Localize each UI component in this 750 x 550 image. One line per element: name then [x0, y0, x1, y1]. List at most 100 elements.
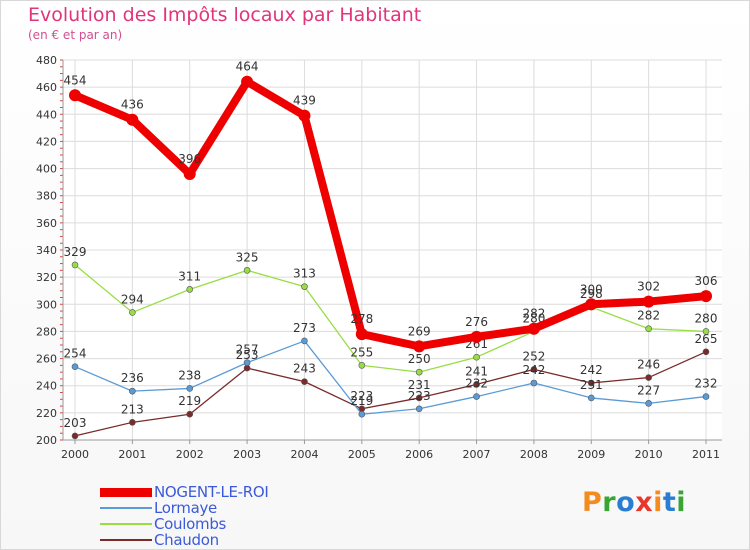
y-tick-label: 420	[36, 135, 57, 148]
x-tick-label: 2007	[463, 448, 491, 461]
data-label-lormaye: 238	[178, 368, 201, 382]
x-tick-label: 2010	[635, 448, 663, 461]
data-point-nogent-le-roi	[413, 340, 426, 353]
data-point-lormaye	[71, 363, 79, 371]
data-point-chaudon	[129, 419, 136, 426]
data-point-coulombs	[415, 368, 423, 376]
data-point-chaudon	[415, 394, 423, 402]
data-label-chaudon: 223	[350, 389, 373, 403]
data-point-nogent-le-roi	[642, 295, 655, 308]
legend-swatch-coulombs	[100, 523, 152, 525]
data-point-lormaye	[645, 400, 652, 407]
data-label-coulombs: 298	[580, 287, 603, 301]
data-point-lormaye	[587, 394, 595, 402]
legend-label-lormaye: Lormaye	[154, 499, 217, 517]
data-point-chaudon	[530, 366, 538, 373]
data-point-nogent-le-roi	[241, 75, 254, 88]
data-label-chaudon: 246	[637, 358, 660, 372]
data-point-nogent-le-roi	[527, 322, 540, 335]
data-point-coulombs	[71, 261, 79, 269]
data-point-chaudon	[645, 374, 652, 381]
data-point-lormaye	[473, 393, 480, 400]
chart-title: Evolution des Impôts locaux par Habitant	[28, 4, 422, 26]
logo-letter: i	[676, 487, 687, 518]
data-label-chaudon: 219	[178, 394, 201, 408]
x-tick-label: 2004	[290, 448, 318, 461]
data-point-nogent-le-roi	[69, 89, 81, 102]
y-tick-label: 200	[36, 434, 57, 447]
data-label-coulombs: 282	[637, 309, 660, 323]
data-label-chaudon: 252	[522, 349, 545, 363]
legend-swatch-chaudon	[100, 539, 152, 541]
data-point-coulombs	[186, 286, 194, 293]
data-point-coulombs	[301, 283, 308, 290]
data-label-nogent-le-roi: 464	[236, 60, 259, 74]
logo-letter: x	[635, 487, 654, 518]
data-point-nogent-le-roi	[126, 113, 139, 126]
y-tick-label: 320	[36, 271, 57, 284]
data-label-chaudon: 231	[408, 378, 431, 392]
data-label-lormaye: 254	[64, 347, 87, 361]
series-line-chaudon	[74, 351, 707, 437]
x-tick-label: 2002	[176, 448, 204, 461]
data-point-lormaye	[702, 393, 710, 400]
y-tick-label: 480	[36, 54, 57, 67]
data-point-lormaye	[358, 410, 366, 418]
data-point-coulombs	[702, 328, 710, 335]
x-tick-label: 2006	[405, 448, 433, 461]
data-point-chaudon	[186, 410, 194, 418]
x-tick-label: 2008	[520, 448, 548, 461]
y-tick-label: 440	[36, 108, 57, 121]
data-point-coulombs	[129, 309, 136, 316]
x-tick-label: 2005	[348, 448, 376, 461]
data-label-lormaye: 227	[637, 383, 660, 397]
data-point-lormaye	[301, 337, 308, 345]
y-tick-label: 280	[36, 325, 57, 338]
y-tick-label: 400	[36, 163, 57, 176]
data-label-lormaye: 242	[522, 363, 545, 377]
data-label-lormaye: 273	[293, 321, 316, 335]
data-point-chaudon	[243, 364, 251, 372]
legend-label-chaudon: Chaudon	[154, 531, 219, 549]
data-point-chaudon	[702, 348, 710, 356]
data-label-chaudon: 265	[695, 332, 718, 346]
data-point-nogent-le-roi	[183, 168, 196, 180]
data-point-nogent-le-roi	[700, 290, 712, 303]
logo-letter: P	[582, 487, 603, 518]
y-tick-label: 380	[36, 190, 57, 203]
data-point-coulombs	[645, 325, 652, 333]
data-label-nogent-le-roi: 302	[637, 280, 660, 294]
logo-letter: t	[662, 487, 677, 518]
data-label-nogent-le-roi: 276	[465, 315, 488, 329]
data-label-coulombs: 255	[350, 345, 373, 359]
data-label-nogent-le-roi: 436	[121, 98, 144, 112]
data-label-chaudon: 242	[580, 363, 603, 377]
data-label-chaudon: 243	[293, 362, 316, 376]
y-tick-label: 340	[36, 244, 57, 257]
x-tick-label: 2009	[577, 448, 605, 461]
data-point-nogent-le-roi	[585, 298, 598, 311]
y-tick-label: 360	[36, 217, 57, 230]
data-label-nogent-le-roi: 439	[293, 94, 316, 108]
data-point-nogent-le-roi	[298, 109, 311, 122]
data-point-chaudon	[587, 379, 595, 387]
y-tick-label: 240	[36, 380, 57, 393]
data-label-chaudon: 253	[236, 348, 259, 362]
data-label-nogent-le-roi: 282	[522, 307, 545, 321]
data-point-chaudon	[301, 378, 308, 385]
data-label-chaudon: 203	[64, 416, 87, 430]
y-tick-label: 220	[36, 407, 57, 420]
data-point-lormaye	[243, 359, 251, 366]
data-label-coulombs: 280	[695, 311, 718, 325]
y-tick-label: 460	[36, 81, 57, 94]
data-point-lormaye	[186, 385, 194, 392]
x-tick-label: 2001	[118, 448, 146, 461]
data-label-coulombs: 329	[64, 245, 87, 259]
data-label-lormaye: 219	[350, 394, 373, 408]
data-label-lormaye: 232	[695, 377, 718, 391]
x-tick-label: 2003	[233, 448, 261, 461]
y-tick-label: 300	[36, 298, 57, 311]
logo-letter: r	[602, 487, 617, 518]
data-label-lormaye: 236	[121, 371, 144, 385]
data-label-lormaye: 232	[465, 377, 488, 391]
